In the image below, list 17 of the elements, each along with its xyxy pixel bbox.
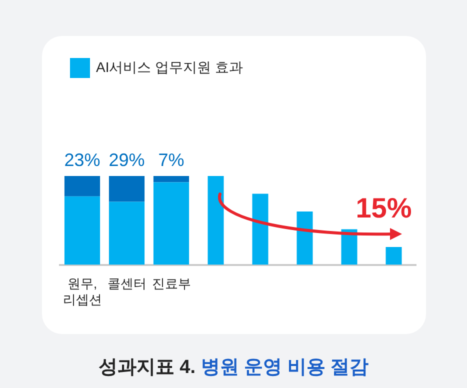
legend-label: AI서비스 업무지원 효과 [96, 59, 244, 77]
bar [296, 212, 313, 265]
bar [386, 247, 402, 265]
bar [208, 176, 224, 265]
x-tick-label: 원무, 리셉션 [62, 276, 102, 307]
bar [341, 229, 358, 265]
x-tick-label: 콜센터 [107, 276, 146, 292]
text: 성과지표 4. 병원 운영 비용 절감 [98, 357, 369, 378]
data-label: 7% [158, 150, 184, 170]
data-label: 29% [108, 150, 145, 170]
bar [153, 176, 190, 182]
bar [108, 176, 145, 202]
annotation: 15% [356, 192, 412, 224]
data-label: 23% [64, 150, 100, 170]
bar [252, 194, 268, 265]
x-tick-label: 진료부 [152, 276, 191, 292]
bar [64, 176, 100, 196]
